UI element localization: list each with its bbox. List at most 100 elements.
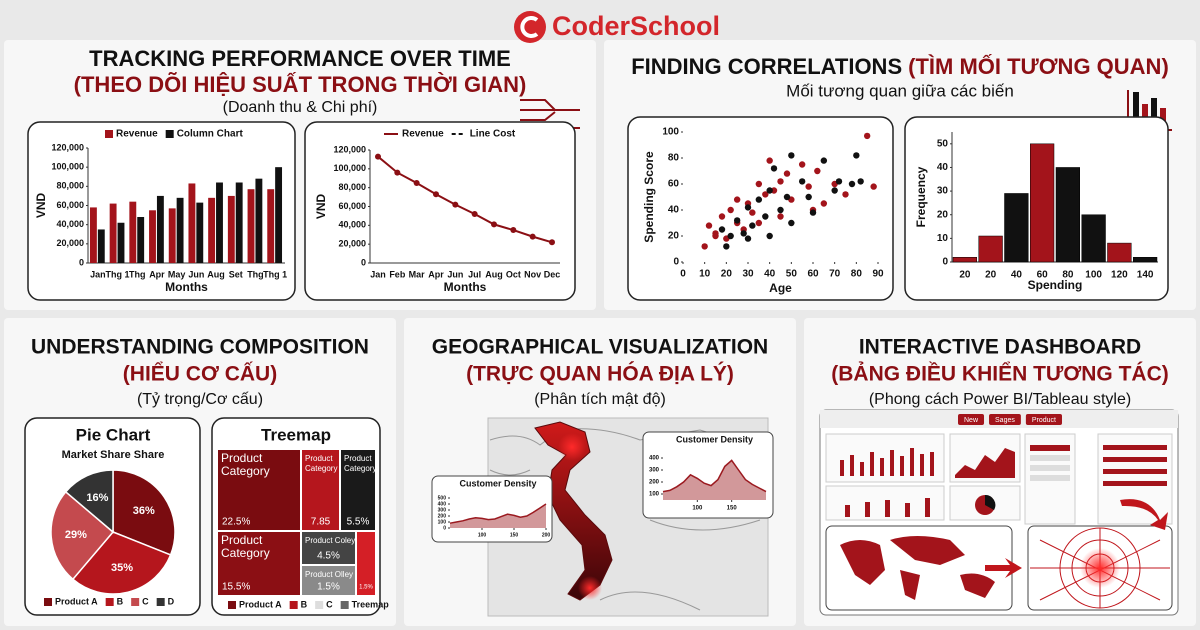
y-tick-label: 400 [649, 456, 660, 462]
y-tick-label: 40 [937, 162, 949, 173]
section-caption: (Phân tích mật độ) [534, 391, 666, 408]
y-tick-label: 80 [668, 153, 680, 164]
scatter-point [723, 243, 730, 250]
y-axis-label: VND [34, 193, 48, 219]
legend-swatch [105, 598, 114, 606]
logo-mark [520, 16, 539, 38]
dashboard-button[interactable] [1025, 414, 1062, 425]
dashboard-button[interactable] [989, 414, 1021, 425]
legend-label: Product A [239, 599, 282, 609]
bar [149, 210, 156, 263]
bar [129, 201, 137, 263]
bar [168, 208, 176, 263]
scatter-point [848, 180, 856, 188]
line-point [549, 239, 555, 246]
x-tick-label: 20 [985, 270, 997, 281]
scatter-point [788, 219, 795, 227]
y-tick-label: 120,000 [333, 144, 366, 154]
legend-label: Revenue [402, 129, 444, 140]
x-tick-label: 40 [764, 269, 776, 280]
treemap-label-line: Category [344, 464, 376, 473]
scatter-point [820, 200, 828, 207]
x-tick-label: May [168, 269, 186, 279]
x-tick-label: Jan [90, 269, 106, 279]
x-tick-label: 10 [699, 269, 711, 280]
dashboard-button[interactable] [958, 414, 985, 425]
scatter-point [857, 178, 864, 185]
legend-swatch [289, 601, 298, 609]
section-caption: (Doanh thu & Chi phí) [223, 99, 378, 116]
treemap-label: Product Olley [305, 570, 353, 579]
scatter-point [863, 132, 871, 140]
chart-title: Treemap [261, 425, 331, 444]
treemap-label: Product Category [305, 454, 337, 473]
x-tick-label: 100 [478, 532, 487, 538]
bar [97, 229, 105, 263]
area-line [449, 503, 547, 524]
scatter-point [733, 196, 741, 203]
treemap-label-line: Product [221, 533, 263, 547]
bar [1107, 242, 1132, 263]
treemap-label-line: Category [221, 464, 270, 478]
scatter-point [755, 219, 763, 227]
y-tick-label: 0 [443, 525, 446, 531]
line-point [375, 153, 381, 160]
treemap-value: 1.5% [317, 582, 340, 593]
x-tick-label: 30 [742, 269, 754, 280]
x-tick-label: Apr [428, 269, 444, 279]
y-tick-label: 300 [438, 507, 447, 513]
y-tick-label: 40 [668, 205, 680, 216]
y-tick-label: 100,000 [333, 163, 366, 173]
pie-slice [64, 469, 114, 534]
x-tick-label: 120 [1111, 270, 1128, 281]
legend-swatch [156, 598, 165, 606]
legend-label: Treemap [352, 599, 390, 609]
section-subtitle: (TRỰC QUAN HÓA ĐỊA LÝ) [466, 362, 734, 386]
pie-label: 36% [133, 505, 155, 517]
legend-swatch [340, 601, 349, 609]
legend-label: C [142, 596, 149, 606]
scatter-point [783, 170, 791, 177]
scatter-point [705, 222, 713, 229]
bar [208, 197, 216, 263]
treemap-cell [357, 532, 375, 595]
treemap-label: Product Category [221, 533, 270, 560]
x-tick-label: 90 [872, 269, 884, 280]
y-tick-label: 20 [668, 231, 680, 242]
treemap-label: Product Coley [305, 536, 355, 545]
treemap-value: 15.5% [222, 582, 250, 593]
y-tick-label: 100 [438, 519, 447, 525]
line-point [433, 191, 439, 198]
y-tick-label: 0 [942, 257, 948, 268]
dashboard-button-label: Product [1032, 417, 1056, 424]
legend-label: Line Cost [470, 129, 516, 140]
scatter-point [762, 191, 769, 198]
bar [255, 178, 263, 263]
treemap-label: Product Category [221, 451, 270, 478]
treemap-label-line: Product [305, 454, 333, 463]
x-tick-label: 50 [786, 269, 798, 280]
scatter-point [727, 206, 734, 214]
legend-label: B [117, 596, 124, 606]
x-tick-label: 20 [721, 269, 733, 280]
dashboard-button-label: Sages [995, 417, 1015, 424]
legend-swatch [44, 598, 52, 606]
pie-label: 35% [111, 562, 133, 574]
line-point [510, 227, 517, 234]
chart-subtitle: Market Share Share [62, 449, 165, 461]
section-subtitle: (BẢNG ĐIỀU KHIỂN TƯƠNG TÁC) [831, 363, 1169, 386]
y-tick-label: 200 [438, 513, 447, 519]
bar [156, 195, 164, 263]
scatter-point [770, 165, 778, 172]
line-point [491, 221, 497, 228]
treemap-value: 4.5% [317, 551, 340, 562]
scatter-point [712, 232, 719, 240]
scatter-point [744, 235, 752, 242]
x-tick-label: Thg [247, 269, 264, 279]
scatter-point [766, 187, 773, 194]
y-tick-label: 100,000 [51, 162, 84, 172]
y-tick-label: 60,000 [338, 201, 366, 211]
scatter-point [777, 213, 784, 220]
bar [196, 202, 204, 263]
section-subtitle: (HIỂU CƠ CẤU) [123, 363, 277, 386]
